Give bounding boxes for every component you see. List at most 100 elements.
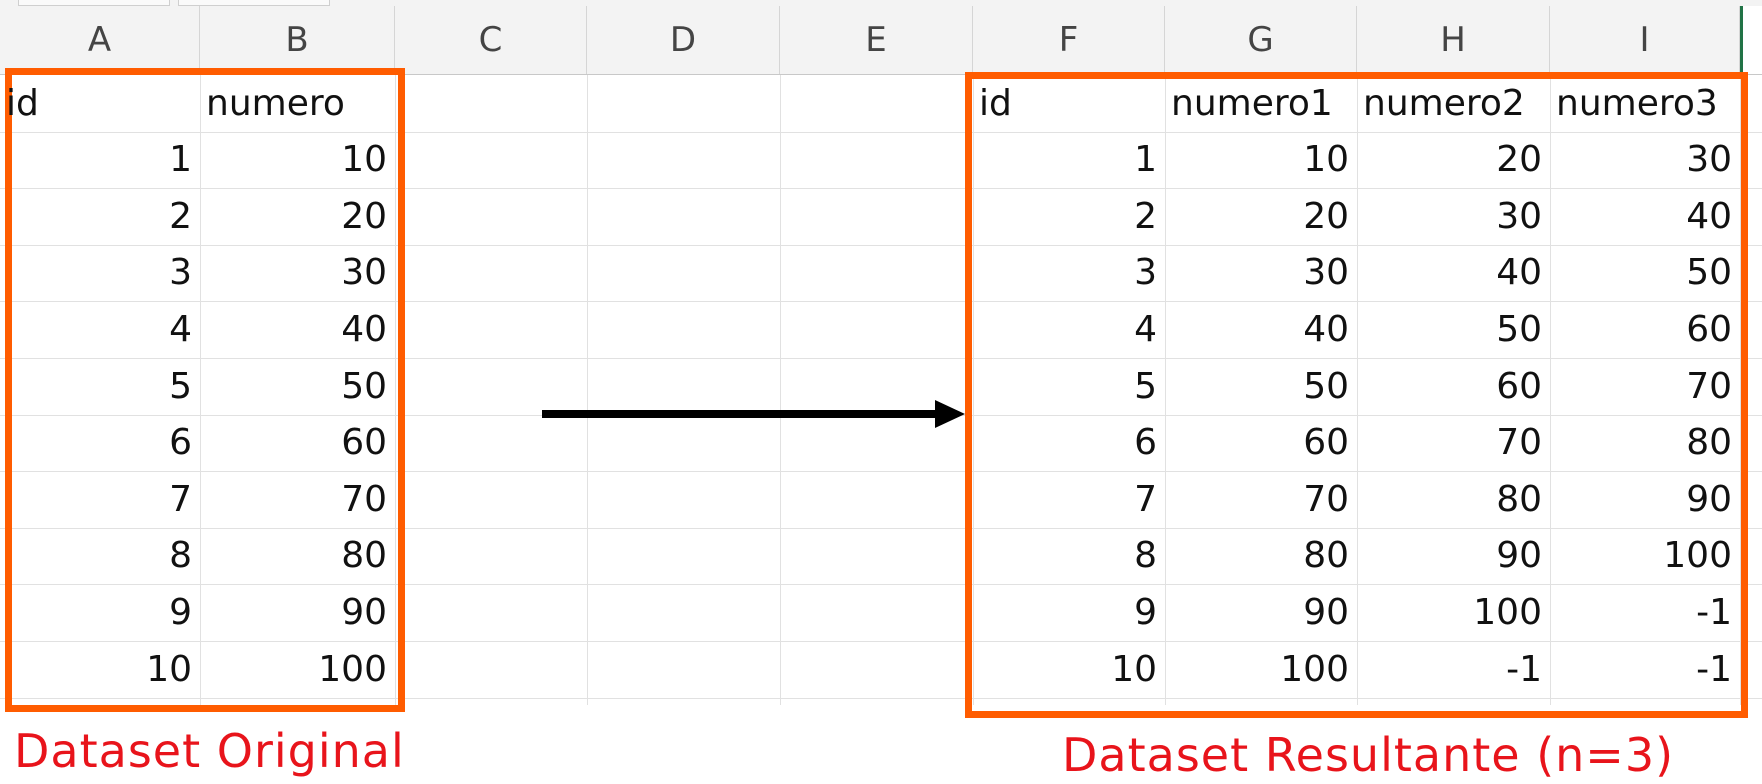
result-data-cell[interactable]: 70 [1686,365,1732,407]
original-data-cell[interactable]: 5 [169,365,192,407]
result-data-cell[interactable]: 80 [1303,535,1349,577]
result-data-cell[interactable]: 3 [1134,252,1157,294]
result-dataset-caption: Dataset Resultante (n=3) [1062,728,1675,782]
grid-row-line [0,584,1762,585]
column-header-g[interactable]: G [1165,6,1357,74]
original-data-cell[interactable]: 6 [169,422,192,464]
sheet-tab-stub[interactable] [18,0,170,6]
result-data-cell[interactable]: 100 [1663,535,1732,577]
result-data-cell[interactable]: 40 [1303,308,1349,350]
result-header-cell[interactable]: id [979,82,1012,124]
result-data-cell[interactable]: 100 [1280,648,1349,690]
result-data-cell[interactable]: -1 [1696,648,1732,690]
grid-row-line [0,641,1762,642]
grid-column-line [1740,75,1741,705]
result-data-cell[interactable]: 2 [1134,195,1157,237]
original-data-cell[interactable]: 9 [169,591,192,633]
result-data-cell[interactable]: 1 [1134,139,1157,181]
grid-column-line [973,75,974,705]
original-data-cell[interactable]: 3 [169,252,192,294]
result-data-cell[interactable]: 9 [1134,591,1157,633]
original-data-cell[interactable]: 4 [169,308,192,350]
result-data-cell[interactable]: 10 [1303,139,1349,181]
original-data-cell[interactable]: 60 [341,422,387,464]
result-data-cell[interactable]: 10 [1111,648,1157,690]
result-data-cell[interactable]: 40 [1686,195,1732,237]
result-data-cell[interactable]: 90 [1303,591,1349,633]
result-data-cell[interactable]: 5 [1134,365,1157,407]
grid-column-line [1165,75,1166,705]
grid-column-line [395,75,396,705]
original-data-cell[interactable]: 30 [341,252,387,294]
original-data-cell[interactable]: 7 [169,478,192,520]
result-data-cell[interactable]: 40 [1496,252,1542,294]
grid-column-line [587,75,588,705]
column-header-a[interactable]: A [0,6,200,74]
grid-row-line [0,698,1762,699]
result-data-cell[interactable]: -1 [1506,648,1542,690]
original-header-cell[interactable]: numero [206,82,345,124]
selection-indicator [1740,6,1743,74]
grid-column-line [780,75,781,705]
column-header-c[interactable]: C [395,6,587,74]
original-data-cell[interactable]: 90 [341,591,387,633]
grid-row-line [0,132,1762,133]
original-data-cell[interactable]: 10 [341,139,387,181]
original-data-cell[interactable]: 1 [169,139,192,181]
original-data-cell[interactable]: 10 [146,648,192,690]
column-header-d[interactable]: D [587,6,780,74]
column-header-e[interactable]: E [780,6,973,74]
result-data-cell[interactable]: 70 [1496,422,1542,464]
result-data-cell[interactable]: 8 [1134,535,1157,577]
original-dataset-caption: Dataset Original [14,724,405,778]
original-data-cell[interactable]: 8 [169,535,192,577]
sheet-tab-stub[interactable] [178,0,330,6]
grid-row-line [0,528,1762,529]
result-data-cell[interactable]: 6 [1134,422,1157,464]
selected-column-edge [1740,6,1762,74]
result-data-cell[interactable]: 80 [1686,422,1732,464]
result-data-cell[interactable]: 30 [1496,195,1542,237]
original-header-cell[interactable]: id [6,82,39,124]
result-header-cell[interactable]: numero1 [1171,82,1333,124]
original-data-cell[interactable]: 2 [169,195,192,237]
result-data-cell[interactable]: 60 [1686,308,1732,350]
result-data-cell[interactable]: 4 [1134,308,1157,350]
result-header-cell[interactable]: numero3 [1556,82,1718,124]
original-data-cell[interactable]: 100 [318,648,387,690]
grid-column-line [1357,75,1358,705]
grid-column-line [200,75,201,705]
original-data-cell[interactable]: 50 [341,365,387,407]
result-data-cell[interactable]: 30 [1303,252,1349,294]
column-header-b[interactable]: B [200,6,395,74]
result-data-cell[interactable]: 50 [1496,308,1542,350]
result-data-cell[interactable]: 60 [1303,422,1349,464]
result-data-cell[interactable]: 7 [1134,478,1157,520]
spreadsheet-grid[interactable] [0,75,1762,705]
column-header-i[interactable]: I [1550,6,1740,74]
column-header-h[interactable]: H [1357,6,1550,74]
original-data-cell[interactable]: 70 [341,478,387,520]
result-data-cell[interactable]: 60 [1496,365,1542,407]
transform-arrow-icon [542,400,965,428]
result-data-cell[interactable]: 20 [1496,139,1542,181]
original-data-cell[interactable]: 40 [341,308,387,350]
result-data-cell[interactable]: 70 [1303,478,1349,520]
result-data-cell[interactable]: 30 [1686,139,1732,181]
result-data-cell[interactable]: 50 [1686,252,1732,294]
grid-row-line [0,245,1762,246]
original-data-cell[interactable]: 80 [341,535,387,577]
grid-column-line [1550,75,1551,705]
result-data-cell[interactable]: -1 [1696,591,1732,633]
grid-row-line [0,301,1762,302]
original-data-cell[interactable]: 20 [341,195,387,237]
column-header-f[interactable]: F [973,6,1165,74]
result-data-cell[interactable]: 20 [1303,195,1349,237]
result-data-cell[interactable]: 90 [1496,535,1542,577]
result-data-cell[interactable]: 50 [1303,365,1349,407]
result-header-cell[interactable]: numero2 [1363,82,1525,124]
result-data-cell[interactable]: 90 [1686,478,1732,520]
result-data-cell[interactable]: 100 [1473,591,1542,633]
result-data-cell[interactable]: 80 [1496,478,1542,520]
